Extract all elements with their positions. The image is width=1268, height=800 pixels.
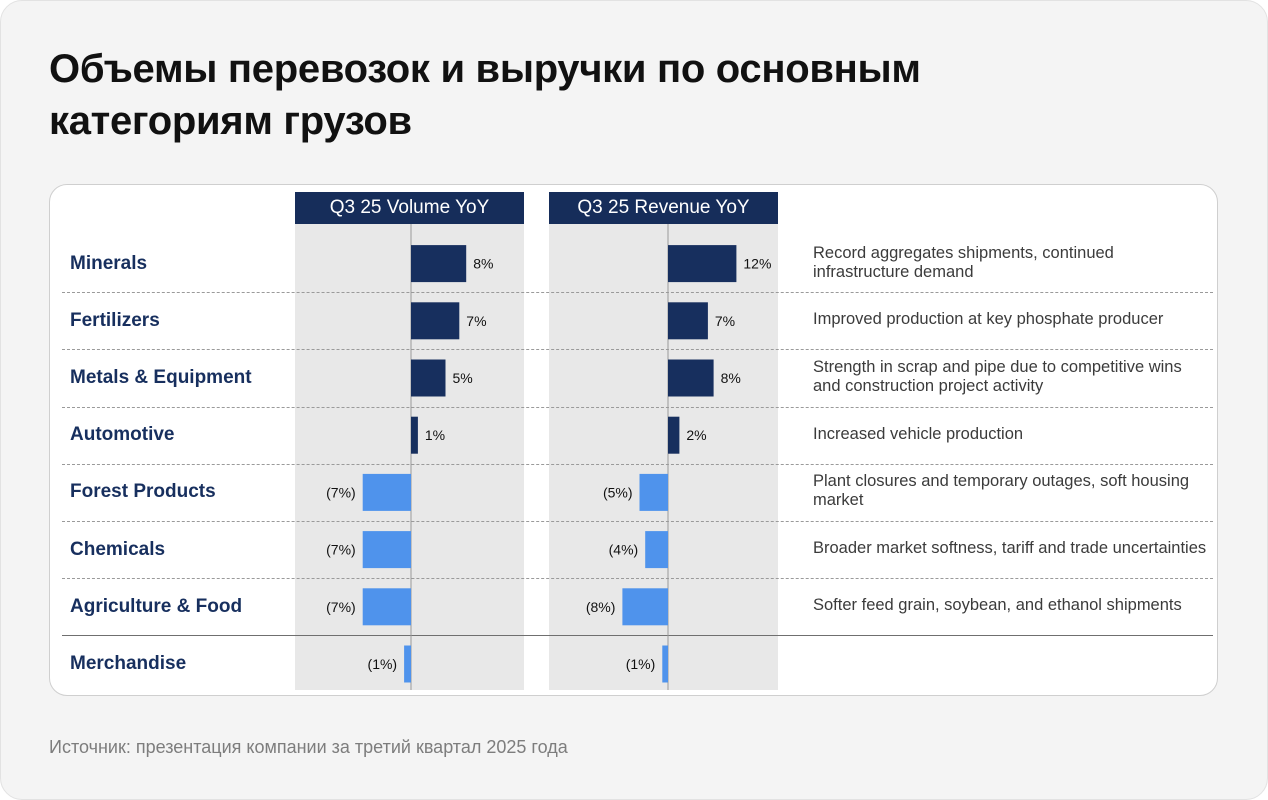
row-separator: [62, 521, 1213, 522]
source-note: Источник: презентация компании за третий…: [49, 737, 568, 757]
chart-card: Q3 25 Volume YoY Q3 25 Revenue YoY Miner…: [49, 184, 1218, 696]
data-label-revenue: (4%): [609, 542, 639, 558]
volume-column-header: Q3 25 Volume YoY: [295, 192, 524, 224]
data-label-volume: (7%): [326, 599, 356, 615]
category-comment: Increased vehicle production: [813, 424, 1024, 443]
category-label: Merchandise: [70, 653, 187, 674]
category-comment: Record aggregates shipments, continued i…: [813, 243, 1114, 281]
category-label: Automotive: [70, 424, 175, 446]
row-separator: [62, 406, 1213, 408]
row-separator: [62, 635, 1213, 637]
data-label-volume: 5%: [453, 370, 473, 386]
data-label-revenue: 2%: [686, 427, 706, 443]
bar-revenue: [668, 245, 737, 283]
bar-volume: [362, 531, 411, 569]
data-label-volume: (7%): [326, 484, 356, 500]
bar-revenue: [662, 645, 668, 683]
category-label: Metals & Equipment: [70, 367, 252, 388]
bar-revenue: [645, 531, 668, 569]
page-title: Объемы перевозок и выручки по основным к…: [49, 47, 921, 143]
data-label-revenue: 12%: [743, 256, 771, 272]
row-separator: [62, 292, 1213, 294]
data-label-revenue: (5%): [603, 484, 633, 500]
category-comment: Softer feed grain, soybean, and ethanol …: [813, 596, 1182, 615]
data-label-revenue: 7%: [715, 313, 735, 329]
bar-plot: 8% 12% 7% 7% 5% 8% 1% 2% (7%) (5%) (7%) (4%) (7%) (8%…: [326, 224, 771, 690]
bar-revenue: [668, 416, 680, 454]
category-label: Fertilizers: [70, 309, 160, 331]
bar-revenue: [639, 473, 668, 511]
bar-revenue: [668, 302, 708, 340]
bar-volume: [362, 473, 411, 511]
category-label: Forest Products: [70, 481, 216, 503]
data-label-revenue: (8%): [586, 599, 616, 615]
bar-revenue: [622, 588, 668, 626]
category-comment: Strength in scrap and pipe due to compet…: [813, 358, 1182, 395]
data-label-volume: (7%): [326, 542, 356, 558]
bar-volume: [411, 359, 446, 397]
data-label-revenue: 8%: [721, 370, 741, 386]
row-separator: [62, 463, 1213, 465]
bar-volume: [362, 588, 411, 626]
category-comment: Improved production at key phosphate pro…: [813, 310, 1164, 329]
bar-volume: [411, 302, 460, 340]
bar-volume: [404, 645, 411, 683]
bar-volume: [411, 416, 418, 454]
data-label-volume: (1%): [368, 656, 398, 672]
row-separator: [62, 578, 1213, 580]
row-separator: [62, 349, 1213, 351]
category-label: Chemicals: [70, 538, 166, 560]
data-label-revenue: (1%): [626, 656, 656, 672]
category-comment: Plant closures and temporary outages, so…: [813, 472, 1190, 510]
data-label-volume: 8%: [473, 256, 493, 272]
revenue-column-header: Q3 25 Revenue YoY: [549, 192, 778, 224]
data-label-volume: 1%: [425, 427, 445, 443]
category-comment: Broader market softness, tariff and trad…: [813, 539, 1207, 558]
data-label-volume: 7%: [466, 313, 486, 329]
category-label: Minerals: [70, 252, 148, 274]
bar-volume: [411, 245, 467, 283]
category-label: Agriculture & Food: [70, 595, 243, 617]
bar-revenue: [668, 359, 714, 397]
